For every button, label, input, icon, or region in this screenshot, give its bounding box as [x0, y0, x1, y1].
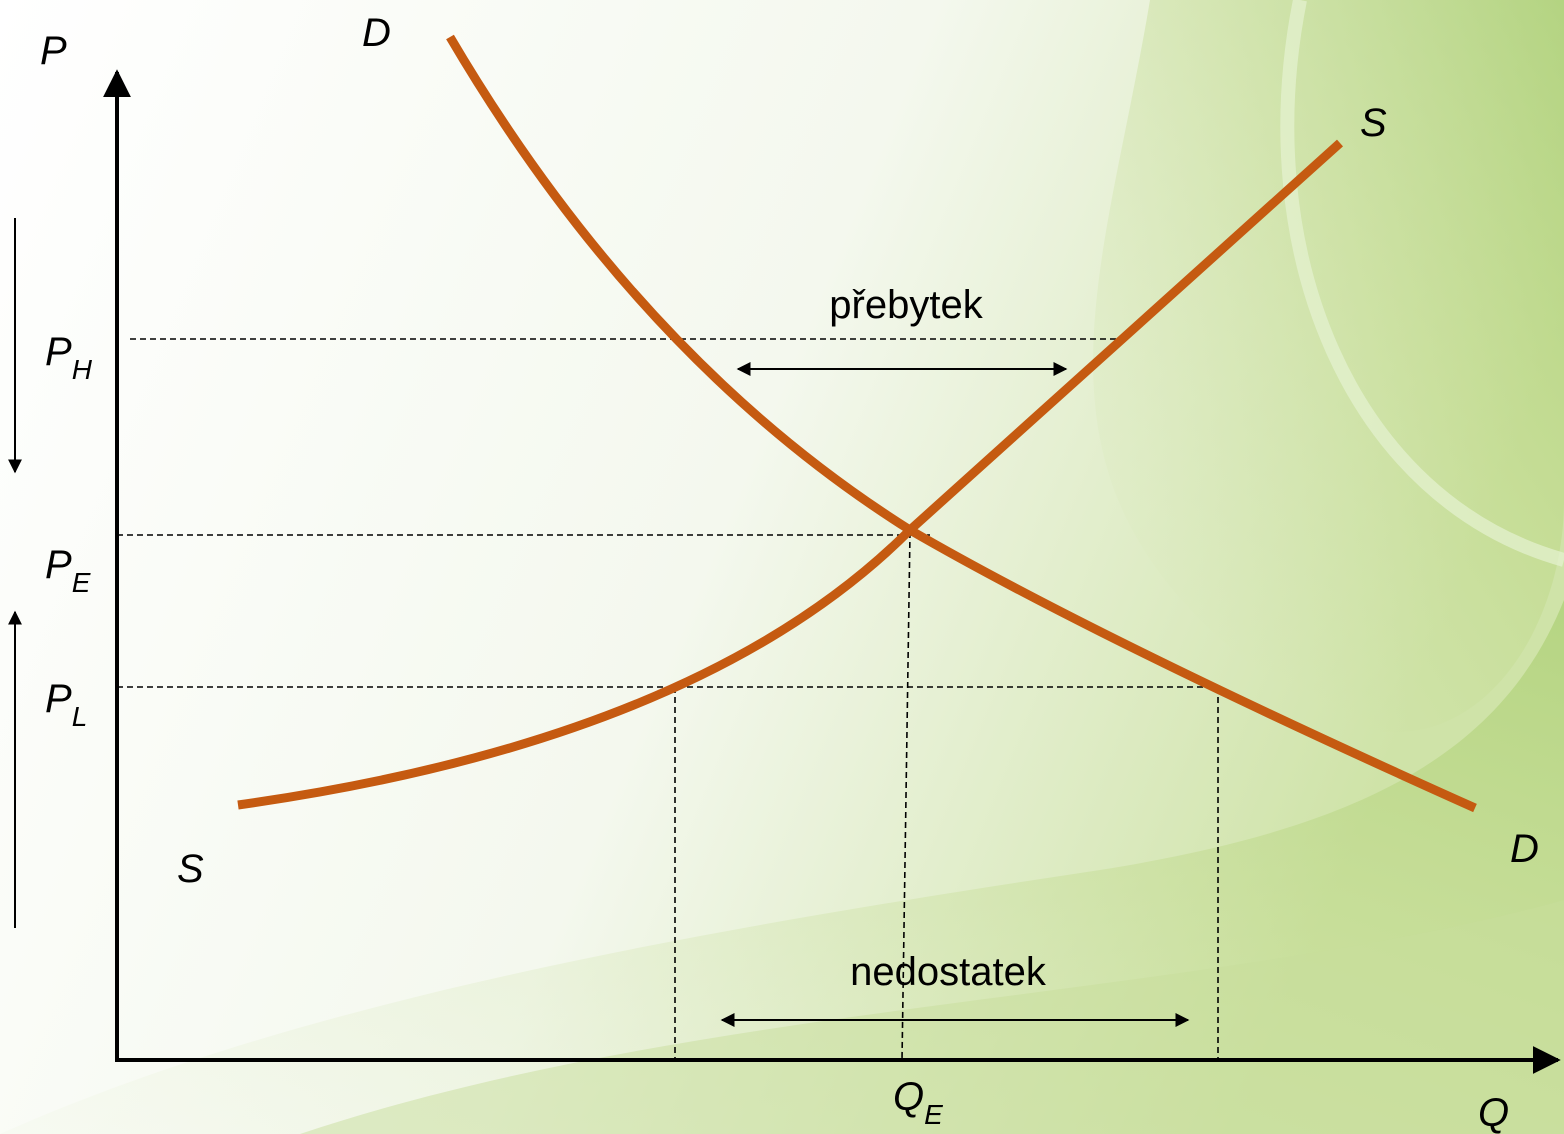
supply-label: S: [1360, 101, 1387, 145]
axes: [103, 69, 1561, 1074]
quantity-equilibrium-label: QE: [893, 1075, 943, 1130]
symbol: P: [45, 330, 72, 374]
supply-label: S: [177, 847, 204, 891]
symbol: Q: [893, 1075, 924, 1119]
y-axis-label: P: [40, 29, 67, 73]
x-axis-label: Q: [1478, 1091, 1509, 1134]
subscript: E: [72, 567, 91, 598]
arrows: [7, 218, 1190, 1027]
subscript: H: [72, 354, 93, 385]
supply-curve: [237, 139, 1344, 810]
price-equilibrium-label: PE: [45, 543, 91, 598]
symbol: P: [45, 543, 72, 587]
demand-label: D: [1510, 827, 1539, 871]
price-high-label: PH: [45, 330, 93, 385]
price-low-label: PL: [45, 677, 87, 732]
shortage-label: nedostatek: [850, 950, 1047, 994]
subscript: E: [924, 1099, 943, 1130]
qe-line: [901, 531, 911, 1061]
symbol: P: [45, 677, 72, 721]
surplus-label: přebytek: [829, 283, 983, 327]
subscript: L: [72, 701, 88, 732]
demand-label: D: [362, 11, 391, 55]
